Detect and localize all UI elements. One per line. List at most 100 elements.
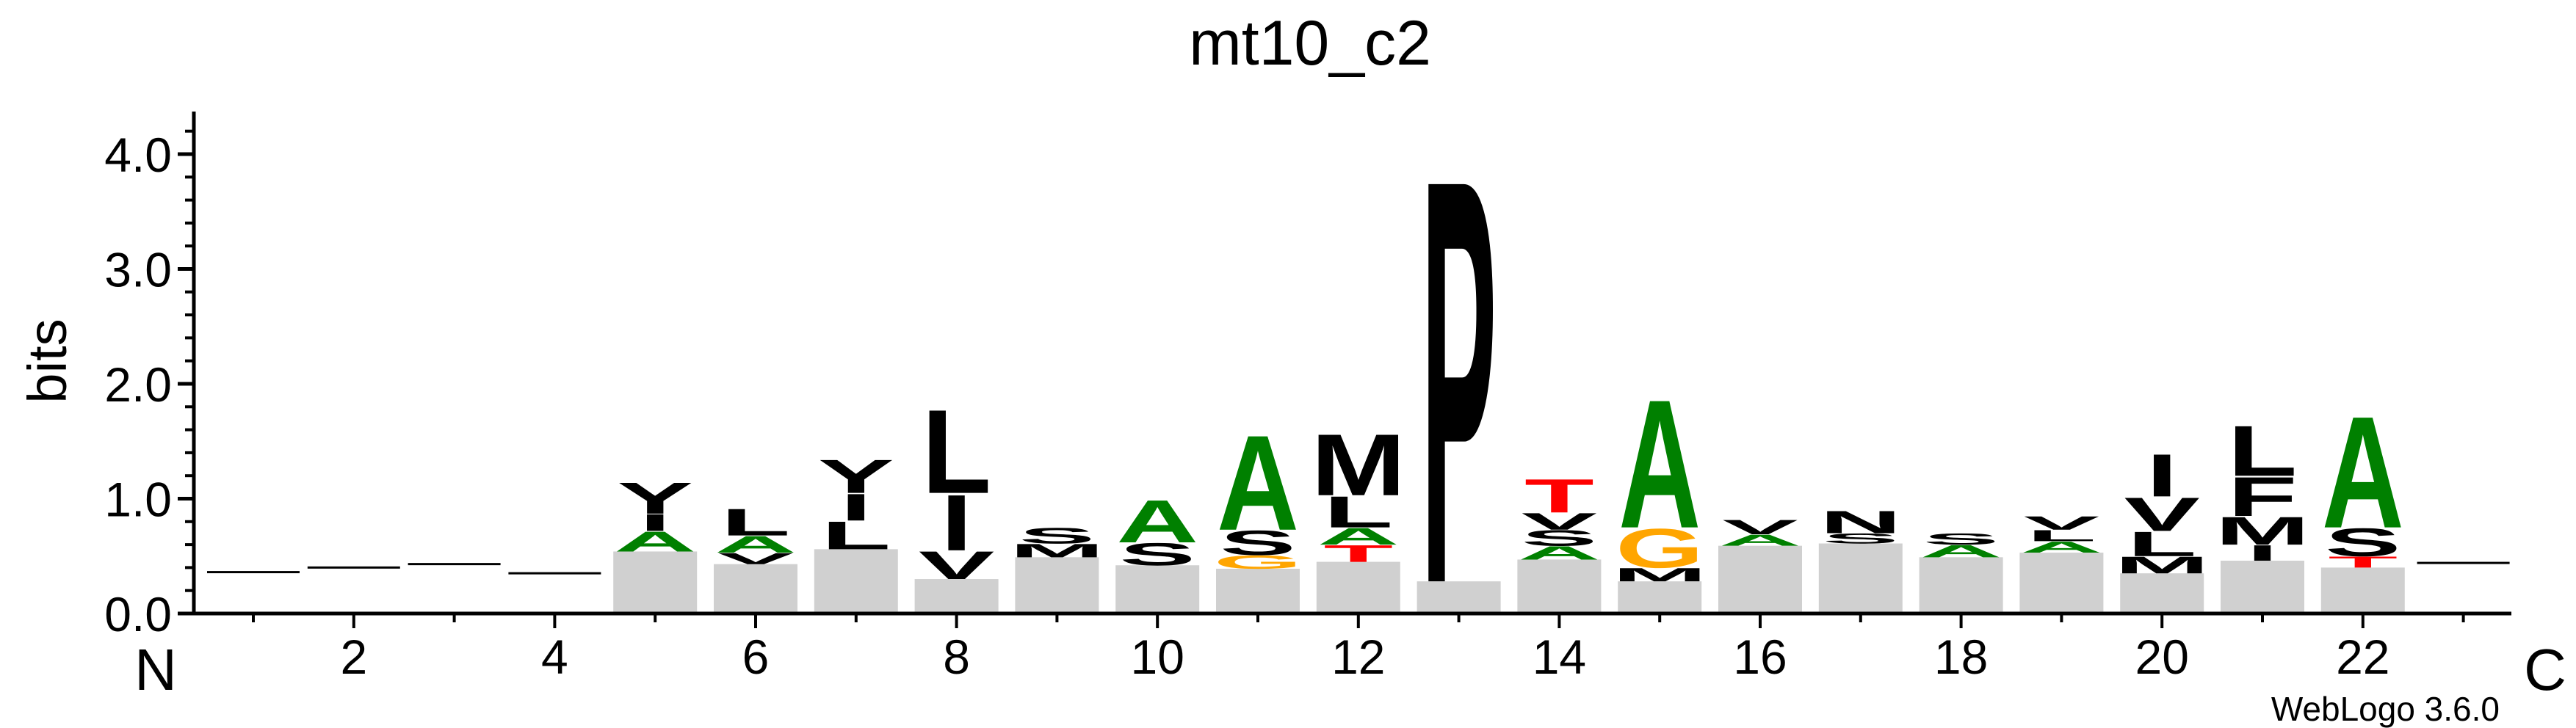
logo-letter-A: A	[1116, 488, 1198, 556]
logo-letter-I: I	[941, 478, 972, 567]
logo-letter-L: L	[922, 385, 991, 518]
logo-letter-Y: Y	[818, 450, 894, 503]
logo-letter-M: M	[1010, 540, 1104, 561]
logo-letter-flat	[408, 563, 501, 566]
logo-letter-V: V	[2124, 488, 2200, 542]
y-tick-label: 2.0	[104, 357, 172, 412]
logo-letter-flat	[508, 572, 601, 575]
chart-title: mt10_c2	[1189, 8, 1431, 79]
low-information-band	[2221, 561, 2304, 614]
logo-letter-V: V	[919, 543, 994, 588]
logo-position-17: SN	[1818, 504, 1903, 614]
logo-letter-L: L	[2127, 525, 2197, 564]
x-tick-label: 10	[1130, 630, 1184, 684]
logo-letter-A: A	[2020, 539, 2102, 556]
x-tick-label: 8	[943, 630, 970, 684]
logo-letter-N: N	[1820, 504, 1902, 540]
logo-position-9: MS	[1010, 523, 1104, 614]
logo-letter-flat	[307, 566, 400, 569]
x-axis-ticks: 2 4 6 8 10 12 14 16 18 20 22	[252, 614, 2465, 684]
low-information-band	[914, 579, 999, 614]
logo-letter-S: S	[1923, 531, 1999, 548]
logo-letter-M: M	[2115, 552, 2210, 578]
logo-letter-S: S	[1522, 525, 1597, 550]
y-axis-label: bits	[17, 318, 78, 403]
logo-letter-T: T	[1524, 470, 1594, 523]
low-information-band	[1718, 545, 1802, 614]
x-tick-label: 16	[1733, 630, 1787, 684]
logo-position-6: VAL	[714, 500, 797, 614]
logo-letter-S: S	[1119, 536, 1195, 572]
logo-letter-M: M	[1311, 417, 1405, 514]
logo-letter-M: M	[1613, 564, 1707, 585]
logo-letter-V: V	[2024, 512, 2099, 534]
logo-letter-V: V	[717, 550, 794, 567]
logo-position-13: P	[1417, 60, 1501, 705]
low-information-band	[1818, 543, 1903, 614]
weblogo-version: WebLogo 3.6.0	[2271, 690, 2500, 728]
logo-position-2	[307, 566, 400, 569]
x-tick-label: 14	[1533, 630, 1586, 684]
y-tick-label: 4.0	[104, 128, 172, 182]
logo-letter-I: I	[2146, 443, 2178, 510]
logo-letter-L: L	[1323, 487, 1393, 536]
low-information-band	[1417, 581, 1501, 614]
c-terminus-label: C	[2524, 637, 2566, 702]
low-information-band	[1216, 568, 1300, 614]
logo-letter-S: S	[1823, 531, 1898, 547]
logo-letter-M: M	[2215, 509, 2309, 553]
x-tick-label: 20	[2135, 630, 2188, 684]
x-tick-label: 22	[2336, 630, 2389, 684]
logo-letter-I: I	[2246, 540, 2278, 565]
logo-letter-A: A	[1518, 542, 1600, 564]
logo-letter-A: A	[1217, 408, 1299, 559]
logo-letter-G: G	[1214, 551, 1303, 572]
logo-position-8: VIL	[914, 385, 999, 614]
low-information-band	[2120, 573, 2204, 614]
low-information-band	[2320, 567, 2405, 614]
y-tick-label: 0.0	[104, 587, 172, 641]
logo-letter-V: V	[1522, 508, 1597, 534]
logo-letter-L: L	[2027, 527, 2096, 545]
logo-letter-A: A	[1317, 523, 1400, 550]
logo-position-22: TSA	[2320, 384, 2405, 614]
logo-position-5: AIY	[613, 473, 698, 614]
logo-position-4	[508, 572, 601, 575]
logo-letter-A: A	[714, 531, 797, 558]
x-tick-label: 6	[742, 630, 770, 684]
n-terminus-label: N	[134, 637, 177, 702]
logo-letter-G: G	[1616, 517, 1704, 579]
logo-letter-A: A	[1618, 363, 1701, 567]
logo-letter-L: L	[2228, 412, 2298, 492]
logo-letter-S: S	[1019, 523, 1095, 548]
logo-letter-T: T	[2328, 553, 2398, 571]
logo-letter-A: A	[614, 525, 696, 558]
low-information-band	[714, 564, 797, 614]
logo-position-16: AV	[1718, 515, 1802, 614]
logo-letter-I: I	[640, 509, 671, 536]
logo-position-10: SA	[1115, 488, 1200, 614]
logo-letter-S: S	[2325, 520, 2400, 565]
y-tick-label: 1.0	[104, 473, 172, 527]
low-information-band	[1015, 557, 1099, 614]
logo-position-19: ALV	[2019, 512, 2104, 614]
logo-position-7: LIY	[814, 450, 898, 614]
logo-letter-P: P	[1421, 60, 1497, 705]
low-information-band	[2019, 553, 2104, 614]
logo-letter-flat	[207, 571, 300, 574]
logo-letter-S: S	[1220, 523, 1295, 562]
low-information-band	[1919, 557, 2003, 614]
y-axis-ticks: 0.0 1.0 2.0 3.0 4.0	[104, 128, 194, 641]
logo-letter-flat	[2417, 561, 2510, 564]
logo-letter-A: A	[1719, 531, 1801, 549]
x-tick-label: 2	[340, 630, 367, 684]
logo-letter-Y: Y	[618, 473, 693, 523]
logo-position-15: MGA	[1613, 363, 1707, 614]
logo-letter-T: T	[1323, 540, 1393, 567]
